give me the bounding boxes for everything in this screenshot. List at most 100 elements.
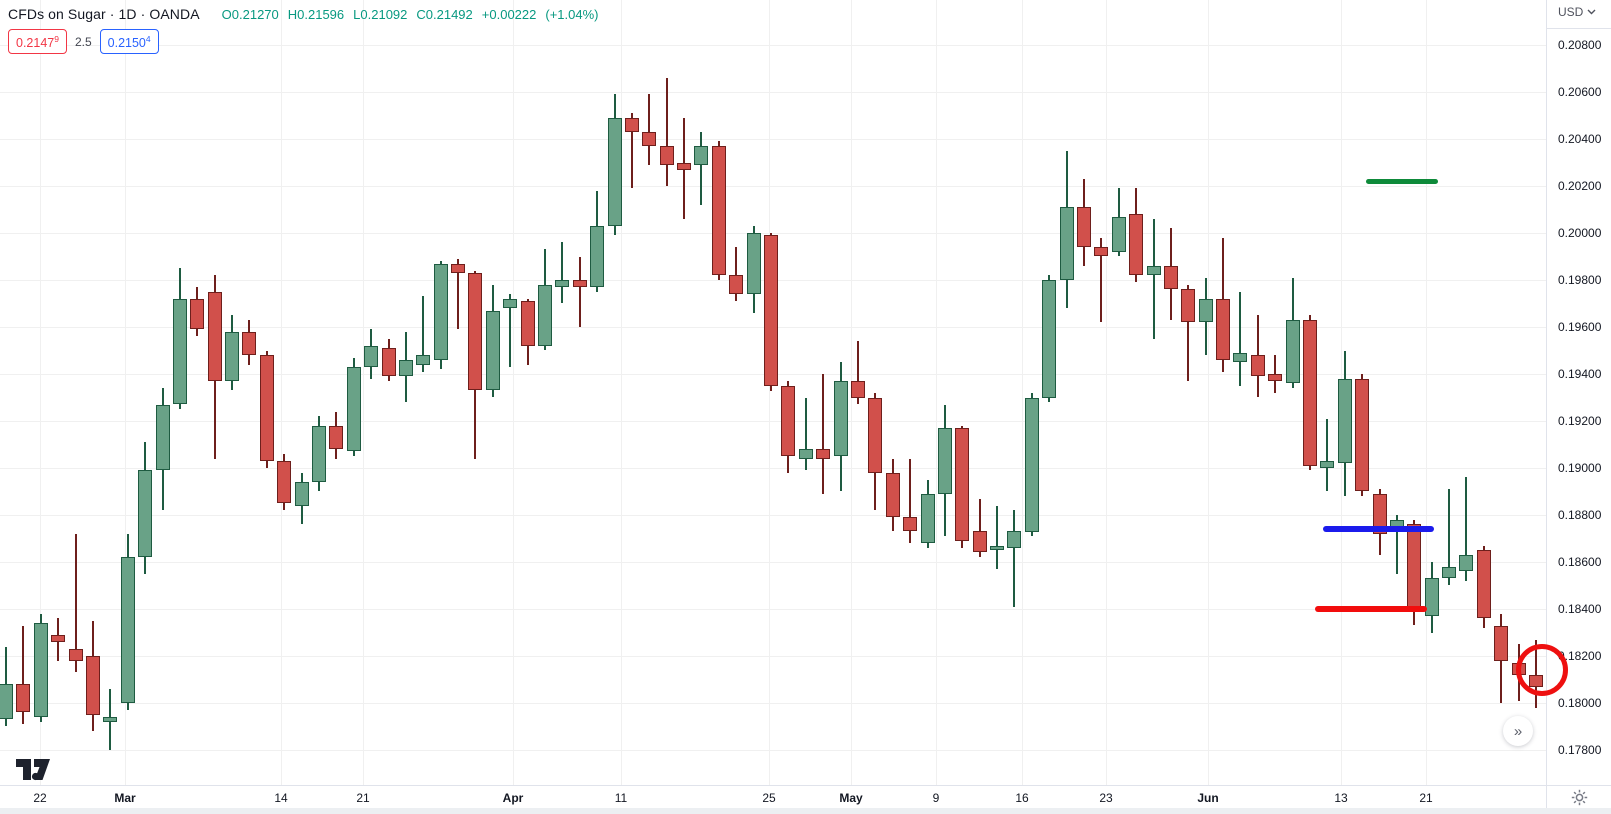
candle-wick	[630, 113, 633, 189]
candle-body	[190, 298, 205, 330]
gridline-vertical	[363, 0, 364, 785]
date-label: 25	[762, 791, 776, 805]
candle-body	[850, 381, 865, 398]
candle-body	[1268, 374, 1283, 381]
candle-body	[294, 482, 309, 506]
date-label: 21	[1419, 791, 1433, 805]
candle-wick	[909, 458, 912, 544]
ask-price-badge[interactable]: 0.21504	[99, 29, 159, 55]
spread-value: 2.5	[74, 34, 92, 49]
price-label: 0.20400	[1558, 132, 1602, 146]
gear-sun-icon[interactable]	[1571, 789, 1588, 806]
candle-body	[781, 385, 796, 457]
candle-body	[538, 284, 552, 346]
candle-body	[711, 146, 726, 276]
currency-label: USD	[1558, 5, 1584, 19]
gridline-horizontal	[0, 233, 1546, 234]
gridline-vertical	[281, 0, 282, 785]
candle-wick	[648, 94, 651, 165]
gridline-vertical	[1208, 0, 1209, 785]
candle-body	[990, 545, 1004, 551]
currency-selector[interactable]: USD	[1558, 5, 1596, 19]
ohlc-values: O0.21270 H0.21596 L0.21092 C0.21492 +0.0…	[222, 7, 599, 22]
candle-body	[590, 225, 605, 287]
candle-wick	[996, 505, 998, 570]
candle-body	[1198, 298, 1213, 323]
red-circle-annotation[interactable]	[1516, 644, 1568, 697]
date-label: 23	[1099, 791, 1113, 805]
candle-body	[816, 449, 831, 459]
candle-body	[1076, 207, 1091, 248]
candle-wick	[509, 294, 512, 367]
candle-body	[1285, 319, 1300, 384]
candle-body	[1494, 625, 1509, 661]
date-label: Mar	[114, 791, 136, 805]
price-label: 0.20200	[1558, 179, 1602, 193]
red-trend-line[interactable]	[1315, 606, 1427, 612]
date-label: 13	[1334, 791, 1348, 805]
legend: CFDs on Sugar · 1D · OANDA O0.21270 H0.2…	[8, 6, 599, 55]
candle-body	[1355, 378, 1370, 492]
candle-body	[468, 272, 483, 391]
date-label: Jun	[1197, 791, 1219, 805]
bid-price-badge[interactable]: 0.21479	[8, 29, 67, 55]
candle-body	[694, 146, 709, 165]
candle-wick	[822, 374, 825, 494]
candle-body	[346, 366, 361, 452]
tradingview-logo-icon[interactable]	[14, 756, 52, 788]
candle-body	[972, 531, 987, 553]
change-value: +0.00222	[481, 6, 537, 22]
blue-trend-line[interactable]	[1323, 526, 1434, 533]
price-label: 0.19200	[1558, 414, 1602, 428]
candle-body	[1250, 355, 1265, 377]
gridline-horizontal	[0, 562, 1546, 563]
candle-wick	[1465, 477, 1468, 581]
candle-body	[1024, 397, 1039, 532]
candle-body	[642, 131, 657, 146]
candle-body	[798, 449, 813, 459]
candle-body	[259, 355, 274, 461]
price-label: 0.18200	[1558, 649, 1602, 663]
date-label: May	[839, 791, 863, 805]
bottom-strip	[0, 808, 1611, 814]
chart-canvas[interactable]	[0, 0, 1568, 785]
candle-body	[1007, 531, 1022, 548]
candle-body	[433, 263, 448, 360]
candle-body	[103, 717, 118, 722]
low-value: L0.21092	[353, 6, 408, 22]
candle-body	[885, 472, 900, 518]
gridline-horizontal	[0, 45, 1546, 46]
candle-body	[398, 359, 413, 377]
gridline-vertical	[513, 0, 514, 785]
candle-wick	[1152, 218, 1155, 339]
date-label: 16	[1015, 791, 1029, 805]
candle-body	[225, 331, 239, 381]
candle-wick	[700, 131, 703, 205]
candle-body	[51, 634, 66, 642]
candle-wick	[665, 77, 668, 186]
gridline-vertical	[621, 0, 622, 785]
candle-body	[1146, 265, 1161, 276]
candle-body	[33, 623, 48, 718]
time-axis[interactable]: 22 Mar 14 21 Apr 11 25 May 9 16 23 Jun 13 21	[0, 785, 1611, 809]
candle-body	[1111, 216, 1126, 252]
candle-body	[833, 381, 848, 457]
price-label: 0.18000	[1558, 696, 1602, 710]
symbol-title[interactable]: CFDs on Sugar · 1D · OANDA	[8, 6, 200, 22]
candle-body	[572, 280, 587, 288]
date-label: 11	[614, 791, 628, 805]
date-label: 14	[274, 791, 288, 805]
price-label: 0.19800	[1558, 273, 1602, 287]
candle-wick	[561, 242, 564, 304]
candle-body	[937, 428, 952, 494]
candle-wick	[1187, 284, 1190, 381]
scroll-right-button[interactable]: »	[1503, 716, 1533, 746]
candle-body	[485, 310, 500, 391]
gridline-horizontal	[0, 468, 1546, 469]
green-trend-line[interactable]	[1366, 178, 1438, 184]
candle-body	[1442, 566, 1456, 579]
gridline-vertical	[1426, 0, 1427, 785]
candle-body	[1163, 265, 1178, 290]
candle-body	[0, 684, 13, 720]
